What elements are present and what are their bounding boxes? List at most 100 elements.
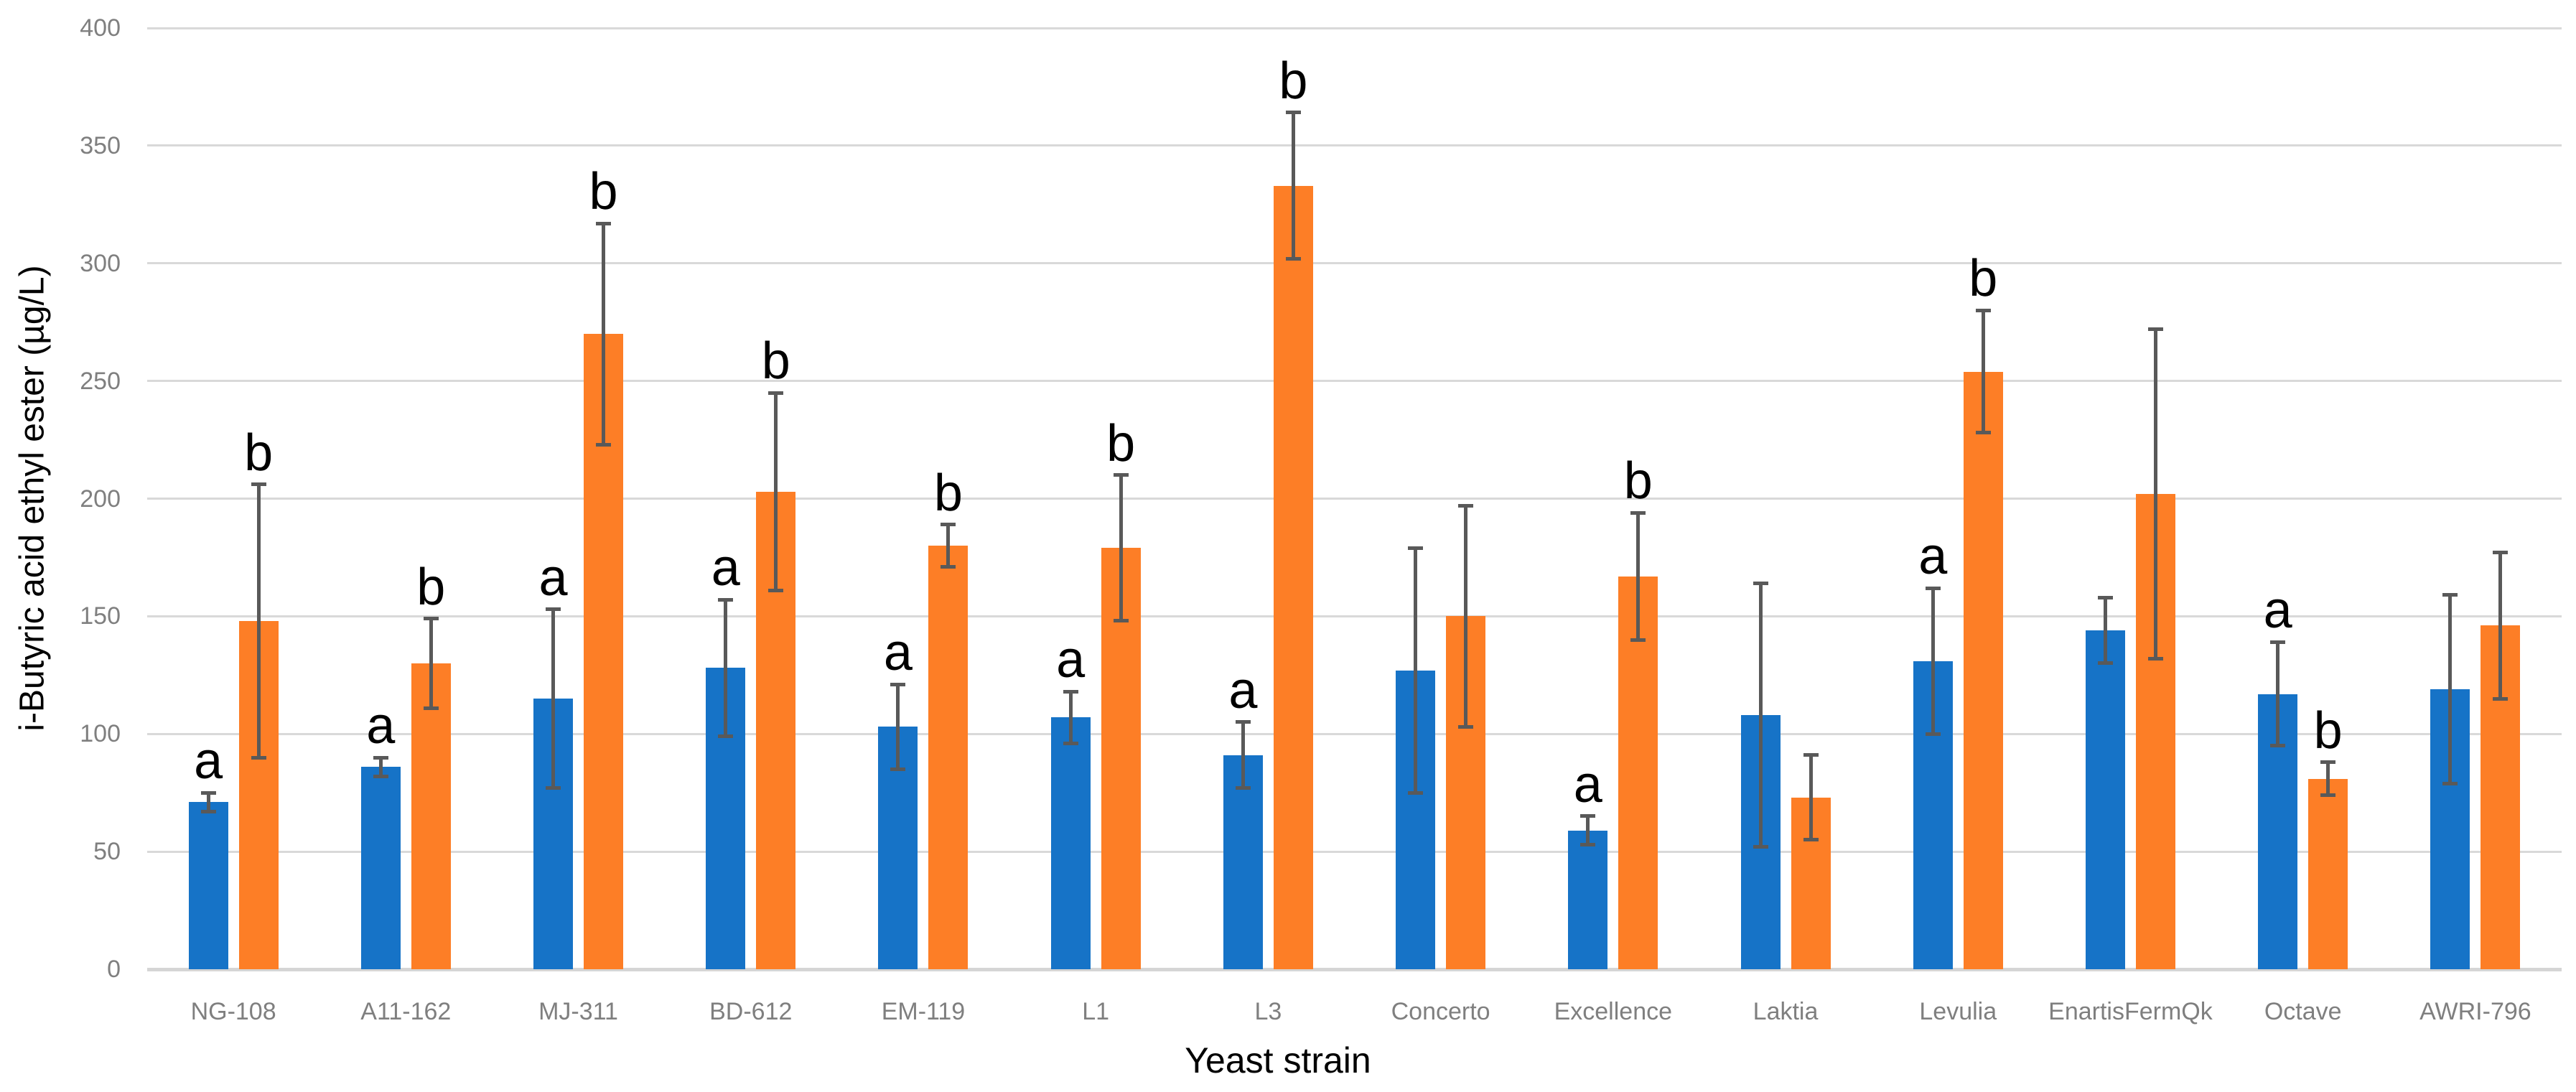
category-label: Laktia <box>1753 998 1819 1025</box>
error-bar-line <box>1241 722 1245 788</box>
bar-orange <box>1963 371 2003 969</box>
error-bar-line <box>429 618 433 709</box>
category-label: EM-119 <box>881 998 966 1025</box>
significance-letter: b <box>761 332 790 390</box>
error-bar-cap-bottom <box>546 786 561 790</box>
x-axis-line <box>147 968 2562 971</box>
error-bar-cap-top <box>1285 111 1301 115</box>
error-bar-cap-top <box>1408 546 1424 550</box>
y-tick-label: 300 <box>80 249 121 277</box>
error-bar-cap-top <box>200 790 216 795</box>
gridline <box>147 380 2562 383</box>
error-bar-cap-bottom <box>1458 724 1474 729</box>
significance-letter: a <box>194 732 223 790</box>
significance-letter: a <box>711 539 740 597</box>
significance-letter: a <box>1056 631 1086 689</box>
bar-blue <box>1223 755 1263 969</box>
error-bar-line <box>2326 762 2330 795</box>
significance-letter: b <box>1279 52 1308 110</box>
error-bar-cap-top <box>1235 720 1251 724</box>
bar-orange <box>411 663 451 969</box>
category-label: L3 <box>1254 998 1282 1025</box>
error-bar-line <box>1414 548 1418 793</box>
error-bar-cap-bottom <box>941 565 956 569</box>
significance-letter: a <box>366 697 396 755</box>
y-tick-label: 200 <box>80 485 121 513</box>
bar-blue <box>2085 630 2125 969</box>
error-bar-cap-top <box>1063 689 1078 694</box>
error-bar-cap-bottom <box>2320 793 2336 797</box>
error-bar-cap-top <box>718 597 734 602</box>
bar-orange <box>1618 576 1658 969</box>
significance-letter: b <box>416 558 446 616</box>
category-label: A11-162 <box>360 998 452 1025</box>
error-bar-cap-bottom <box>890 767 906 771</box>
error-bar-cap-top <box>1630 510 1646 515</box>
significance-letter: b <box>589 163 618 221</box>
error-bar-cap-bottom <box>596 442 612 447</box>
error-bar-cap-bottom <box>718 734 734 739</box>
category-label: BD-612 <box>709 998 793 1025</box>
significance-letter: a <box>883 624 913 682</box>
error-bar-line <box>2153 329 2157 659</box>
error-bar-cap-top <box>2493 551 2509 555</box>
error-bar-cap-bottom <box>2493 696 2509 701</box>
significance-letter: a <box>2263 582 2292 640</box>
y-tick-label: 100 <box>80 720 121 748</box>
category-label: AWRI-796 <box>2419 998 2531 1025</box>
gridline <box>147 498 2562 500</box>
significance-letter: b <box>244 424 274 482</box>
error-bar-cap-top <box>2442 593 2458 597</box>
error-bar-line <box>1291 112 1295 259</box>
error-bar-cap-bottom <box>1925 732 1941 736</box>
error-bar-cap-top <box>1925 586 1941 590</box>
bar-blue <box>360 767 401 969</box>
error-bar-line <box>256 484 261 758</box>
error-bar-cap-bottom <box>423 706 439 710</box>
error-bar-cap-bottom <box>1803 838 1819 842</box>
error-bar-cap-bottom <box>2442 781 2458 785</box>
category-label: Levulia <box>1919 998 1997 1025</box>
significance-letter: b <box>2313 701 2343 760</box>
error-bar-cap-bottom <box>200 809 216 813</box>
significance-letter: a <box>1573 755 1602 813</box>
error-bar-cap-bottom <box>1975 431 1991 435</box>
y-tick-label: 150 <box>80 602 121 630</box>
error-bar-cap-top <box>768 391 784 395</box>
y-tick-label: 50 <box>93 838 121 866</box>
error-bar-cap-bottom <box>1063 741 1078 745</box>
error-bar-line <box>378 757 383 777</box>
error-bar-line <box>2103 597 2107 663</box>
category-label: MJ-311 <box>538 998 618 1025</box>
x-axis-title: Yeast strain <box>1185 1040 1371 1081</box>
error-bar-line <box>946 524 951 567</box>
error-bar-cap-bottom <box>1408 790 1424 795</box>
error-bar-line <box>774 393 778 591</box>
significance-letter: a <box>538 549 568 607</box>
error-bar-cap-bottom <box>1630 638 1646 642</box>
error-bar-line <box>1636 513 1641 640</box>
gridline <box>147 850 2562 853</box>
y-tick-label: 400 <box>80 14 121 42</box>
error-bar-cap-bottom <box>2270 744 2286 748</box>
error-bar-cap-bottom <box>1113 619 1129 623</box>
gridline <box>147 732 2562 735</box>
error-bar-cap-top <box>1803 753 1819 757</box>
gridline <box>147 615 2562 617</box>
error-bar-line <box>1119 475 1123 621</box>
bar-blue <box>1568 830 1608 969</box>
significance-letter: b <box>933 464 963 522</box>
error-bar-line <box>1068 691 1073 744</box>
error-bar-cap-bottom <box>1235 786 1251 790</box>
error-bar-line <box>2276 642 2280 746</box>
error-bar-cap-bottom <box>251 755 266 760</box>
error-bar-line <box>1981 310 1985 433</box>
category-label: L1 <box>1082 998 1110 1025</box>
gridline <box>147 27 2562 29</box>
error-bar-cap-bottom <box>1753 845 1768 849</box>
y-tick-label: 0 <box>107 956 121 983</box>
error-bar-cap-top <box>1458 503 1474 508</box>
error-bar-cap-top <box>2270 640 2286 644</box>
gridline <box>147 262 2562 265</box>
bar-orange <box>1273 185 1313 969</box>
